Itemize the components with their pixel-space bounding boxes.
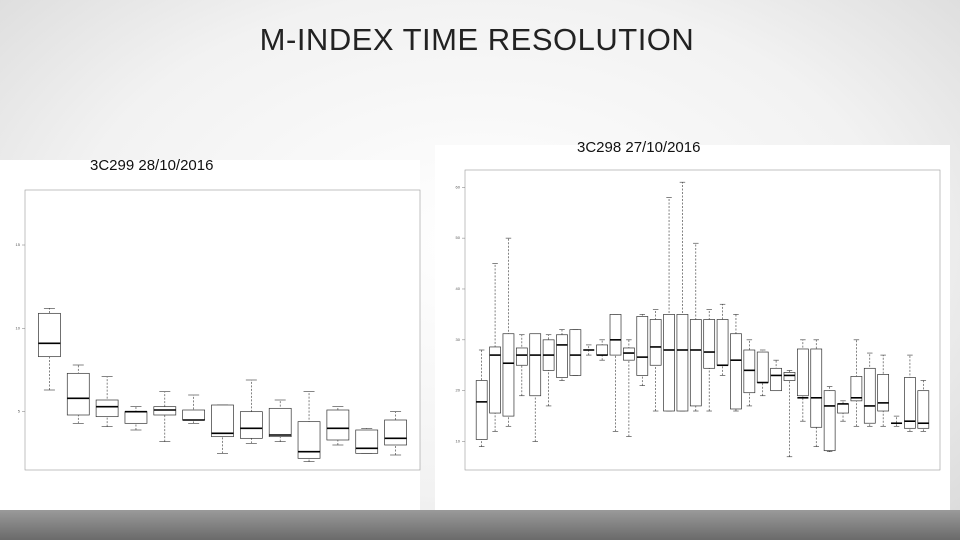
bottom-strip bbox=[0, 510, 960, 540]
y-tick-label: 20 bbox=[456, 388, 461, 393]
box bbox=[502, 333, 515, 417]
plot-frame bbox=[24, 189, 421, 471]
box bbox=[837, 403, 849, 414]
box bbox=[297, 421, 321, 459]
box bbox=[810, 348, 823, 428]
box bbox=[556, 334, 568, 378]
y-tick-label: 10 bbox=[456, 439, 461, 444]
box bbox=[716, 319, 729, 366]
box bbox=[756, 351, 769, 383]
box bbox=[850, 376, 863, 402]
box bbox=[636, 316, 649, 376]
box bbox=[609, 314, 622, 356]
box bbox=[596, 344, 608, 356]
box bbox=[38, 312, 61, 358]
box bbox=[703, 319, 716, 369]
box bbox=[124, 411, 148, 424]
box bbox=[783, 372, 796, 381]
y-tick-label: 40 bbox=[456, 286, 461, 291]
box bbox=[649, 319, 662, 366]
box bbox=[623, 347, 635, 361]
box bbox=[770, 367, 782, 392]
left-panel bbox=[0, 160, 420, 510]
box bbox=[730, 333, 742, 410]
box bbox=[823, 390, 836, 452]
box bbox=[663, 314, 675, 412]
box bbox=[384, 419, 407, 446]
box bbox=[863, 367, 876, 424]
box bbox=[529, 333, 542, 397]
box bbox=[355, 429, 379, 454]
box bbox=[569, 329, 582, 376]
box bbox=[797, 348, 809, 397]
y-tick-label: 30 bbox=[456, 337, 461, 342]
box bbox=[489, 346, 501, 414]
box bbox=[326, 409, 350, 441]
chart-caption: 3C298 27/10/2016 bbox=[577, 139, 701, 156]
box bbox=[211, 404, 234, 438]
box bbox=[268, 407, 292, 438]
box bbox=[689, 319, 702, 407]
chart-caption: 3C299 28/10/2016 bbox=[90, 157, 214, 174]
box bbox=[239, 411, 263, 439]
box bbox=[515, 347, 528, 366]
plot-frame bbox=[464, 169, 941, 471]
y-tick-label: 5 bbox=[18, 409, 21, 414]
y-tick-label: 60 bbox=[456, 184, 461, 189]
y-tick-label: 10 bbox=[16, 325, 21, 330]
box bbox=[182, 409, 206, 421]
slide-title: M-INDEX TIME RESOLUTION bbox=[259, 22, 695, 57]
box bbox=[475, 380, 488, 440]
box bbox=[917, 390, 930, 429]
box bbox=[904, 377, 916, 429]
box bbox=[676, 314, 689, 412]
box bbox=[95, 399, 119, 418]
y-tick-label: 50 bbox=[456, 235, 461, 240]
box bbox=[66, 372, 90, 416]
box bbox=[743, 349, 756, 394]
box bbox=[877, 374, 890, 412]
y-tick-label: 15 bbox=[16, 242, 21, 247]
box bbox=[153, 406, 177, 416]
